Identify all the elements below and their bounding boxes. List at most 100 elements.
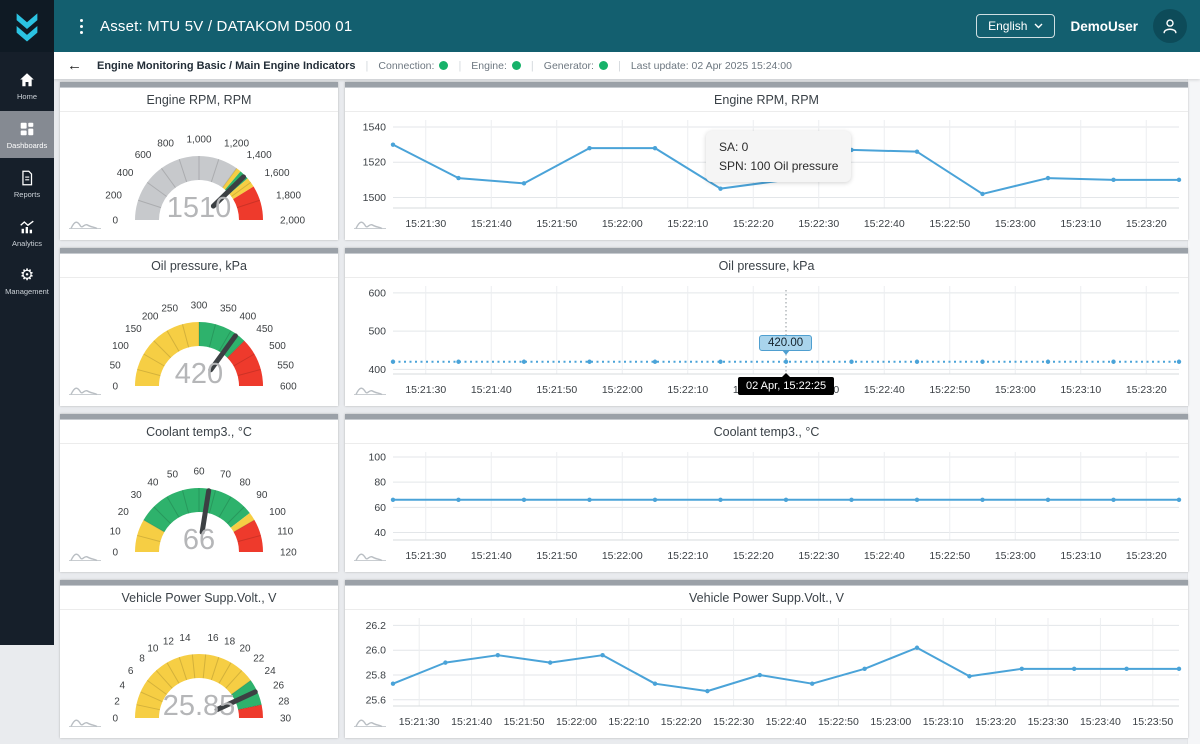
data-point	[914, 645, 920, 650]
data-point	[652, 145, 658, 151]
separator: |	[458, 59, 462, 72]
svg-text:15:22:50: 15:22:50	[929, 550, 970, 562]
svg-text:30: 30	[131, 490, 143, 501]
chart-coolant-temp[interactable]: 40 60 80 100 15:21:30 15:21:40 15:21:50 15:22:0…	[345, 444, 1188, 566]
chart-card-oil-pressure: Oil pressure, kPa 400 500 600 15:21:30 15:21:…	[345, 248, 1188, 406]
svg-text:400: 400	[368, 364, 386, 376]
data-point	[652, 681, 658, 686]
chart-body: 1500 1520 1540 15:21:30 15:21:40 15:21:50 15:2…	[345, 112, 1188, 234]
svg-text:25.6: 25.6	[366, 694, 387, 706]
data-point	[1019, 666, 1024, 672]
svg-text:12: 12	[163, 636, 175, 647]
kebab-menu-icon[interactable]	[80, 18, 83, 34]
svg-text:15:21:50: 15:21:50	[536, 550, 577, 562]
svg-text:14: 14	[179, 633, 191, 644]
svg-text:90: 90	[256, 490, 268, 501]
sidebar-item-home[interactable]: Home	[0, 62, 54, 109]
sparkline-toggle-icon[interactable]	[352, 713, 388, 729]
user-name: DemoUser	[1070, 18, 1138, 34]
data-point	[1045, 175, 1051, 181]
status-engine: Engine:	[471, 60, 521, 72]
app-logo[interactable]	[0, 0, 54, 52]
tooltip-line: SA: 0	[719, 140, 749, 154]
svg-text:15:23:20: 15:23:20	[1126, 384, 1167, 396]
svg-text:0: 0	[112, 382, 118, 393]
sparkline-toggle-icon[interactable]	[352, 547, 388, 563]
svg-text:110: 110	[277, 527, 293, 538]
reports-icon	[22, 170, 33, 185]
svg-text:15:22:00: 15:22:00	[602, 550, 643, 562]
svg-text:60: 60	[374, 502, 386, 514]
svg-text:100: 100	[368, 452, 386, 464]
scrollbar-gutter[interactable]	[1187, 79, 1200, 744]
svg-text:300: 300	[191, 301, 208, 312]
svg-text:6: 6	[128, 666, 134, 677]
back-arrow-icon[interactable]: ←	[67, 57, 82, 74]
sparkline-toggle-icon[interactable]	[352, 215, 388, 231]
sidebar-item-analytics[interactable]: Analytics	[0, 209, 54, 256]
data-point	[1111, 177, 1116, 183]
svg-text:15:22:40: 15:22:40	[864, 550, 905, 562]
sidebar-item-dashboards[interactable]: Dashboards	[0, 111, 54, 158]
svg-text:60: 60	[193, 467, 205, 478]
svg-text:26.0: 26.0	[366, 645, 387, 657]
gauge-body: 0 50 100 150 200 250 300 350 400 450 500 550 600 420	[60, 278, 338, 400]
sidebar: Home Dashboards Reports Analytics ⚙ Mana…	[0, 52, 54, 645]
chart-vehicle-voltage[interactable]: 25.6 25.8 26.0 26.2 15:21:30 15:21:40 15:21:50…	[345, 610, 1188, 732]
sidebar-item-reports[interactable]: Reports	[0, 160, 54, 207]
gauge-body: 0 2 4 6 8 10 12 14 16 18 20 22 24 26 28 30 25.85	[60, 610, 338, 732]
sub-header: ← Engine Monitoring Basic / Main Engine …	[54, 52, 1200, 79]
data-point	[1176, 177, 1182, 183]
sparkline-toggle-icon[interactable]	[67, 215, 103, 231]
data-point	[587, 359, 592, 364]
data-point	[914, 497, 920, 502]
gauge-bands	[135, 488, 263, 552]
svg-text:15:23:20: 15:23:20	[975, 716, 1016, 728]
chart-title: Engine RPM, RPM	[345, 88, 1188, 112]
svg-text:400: 400	[117, 168, 134, 179]
svg-text:15:23:20: 15:23:20	[1126, 218, 1167, 230]
svg-text:800: 800	[157, 138, 174, 149]
gear-icon: ⚙	[19, 266, 35, 284]
data-point	[495, 652, 500, 658]
sparkline-toggle-icon[interactable]	[67, 713, 103, 729]
svg-text:200: 200	[105, 190, 122, 201]
svg-text:350: 350	[220, 303, 237, 314]
svg-text:16: 16	[207, 633, 219, 644]
data-point	[914, 359, 920, 364]
svg-text:15:22:30: 15:22:30	[798, 550, 839, 562]
svg-text:80: 80	[240, 477, 252, 488]
svg-text:100: 100	[269, 507, 286, 518]
gauge-body: 0 200 400 600 800 1,000 1,200 1,400 1,600 1,800 2,…	[60, 112, 338, 234]
sparkline-toggle-icon[interactable]	[67, 381, 103, 397]
data-point	[1045, 359, 1051, 364]
sparkline-toggle-icon[interactable]	[67, 547, 103, 563]
gauge-card-vehicle-voltage: Vehicle Power Supp.Volt., V 0 2 4 6 8 10 12 14 16…	[60, 580, 338, 738]
svg-text:15:22:40: 15:22:40	[766, 716, 807, 728]
data-point	[1111, 497, 1116, 502]
status-label: Generator:	[543, 59, 594, 72]
status-dot-connection	[439, 61, 449, 70]
svg-text:15:23:00: 15:23:00	[870, 716, 911, 728]
gauge-bands	[135, 322, 263, 386]
language-selector[interactable]: English	[976, 14, 1056, 38]
svg-text:15:23:20: 15:23:20	[1126, 550, 1167, 562]
user-avatar[interactable]	[1153, 9, 1187, 43]
svg-text:15:22:00: 15:22:00	[556, 716, 597, 728]
svg-text:20: 20	[240, 643, 252, 654]
logo-chevron-icon	[16, 13, 38, 42]
data-point	[783, 497, 789, 502]
svg-text:15:22:50: 15:22:50	[929, 218, 970, 230]
sparkline-toggle-icon[interactable]	[352, 381, 388, 397]
gauge-needle	[210, 174, 247, 209]
svg-text:15:23:00: 15:23:00	[995, 384, 1036, 396]
svg-text:600: 600	[135, 150, 152, 161]
svg-text:15:22:40: 15:22:40	[864, 384, 905, 396]
svg-text:500: 500	[269, 341, 286, 352]
svg-text:15:22:10: 15:22:10	[667, 550, 708, 562]
data-point	[587, 497, 592, 502]
svg-text:15:21:50: 15:21:50	[536, 218, 577, 230]
sidebar-item-management[interactable]: ⚙ Management	[0, 258, 54, 305]
